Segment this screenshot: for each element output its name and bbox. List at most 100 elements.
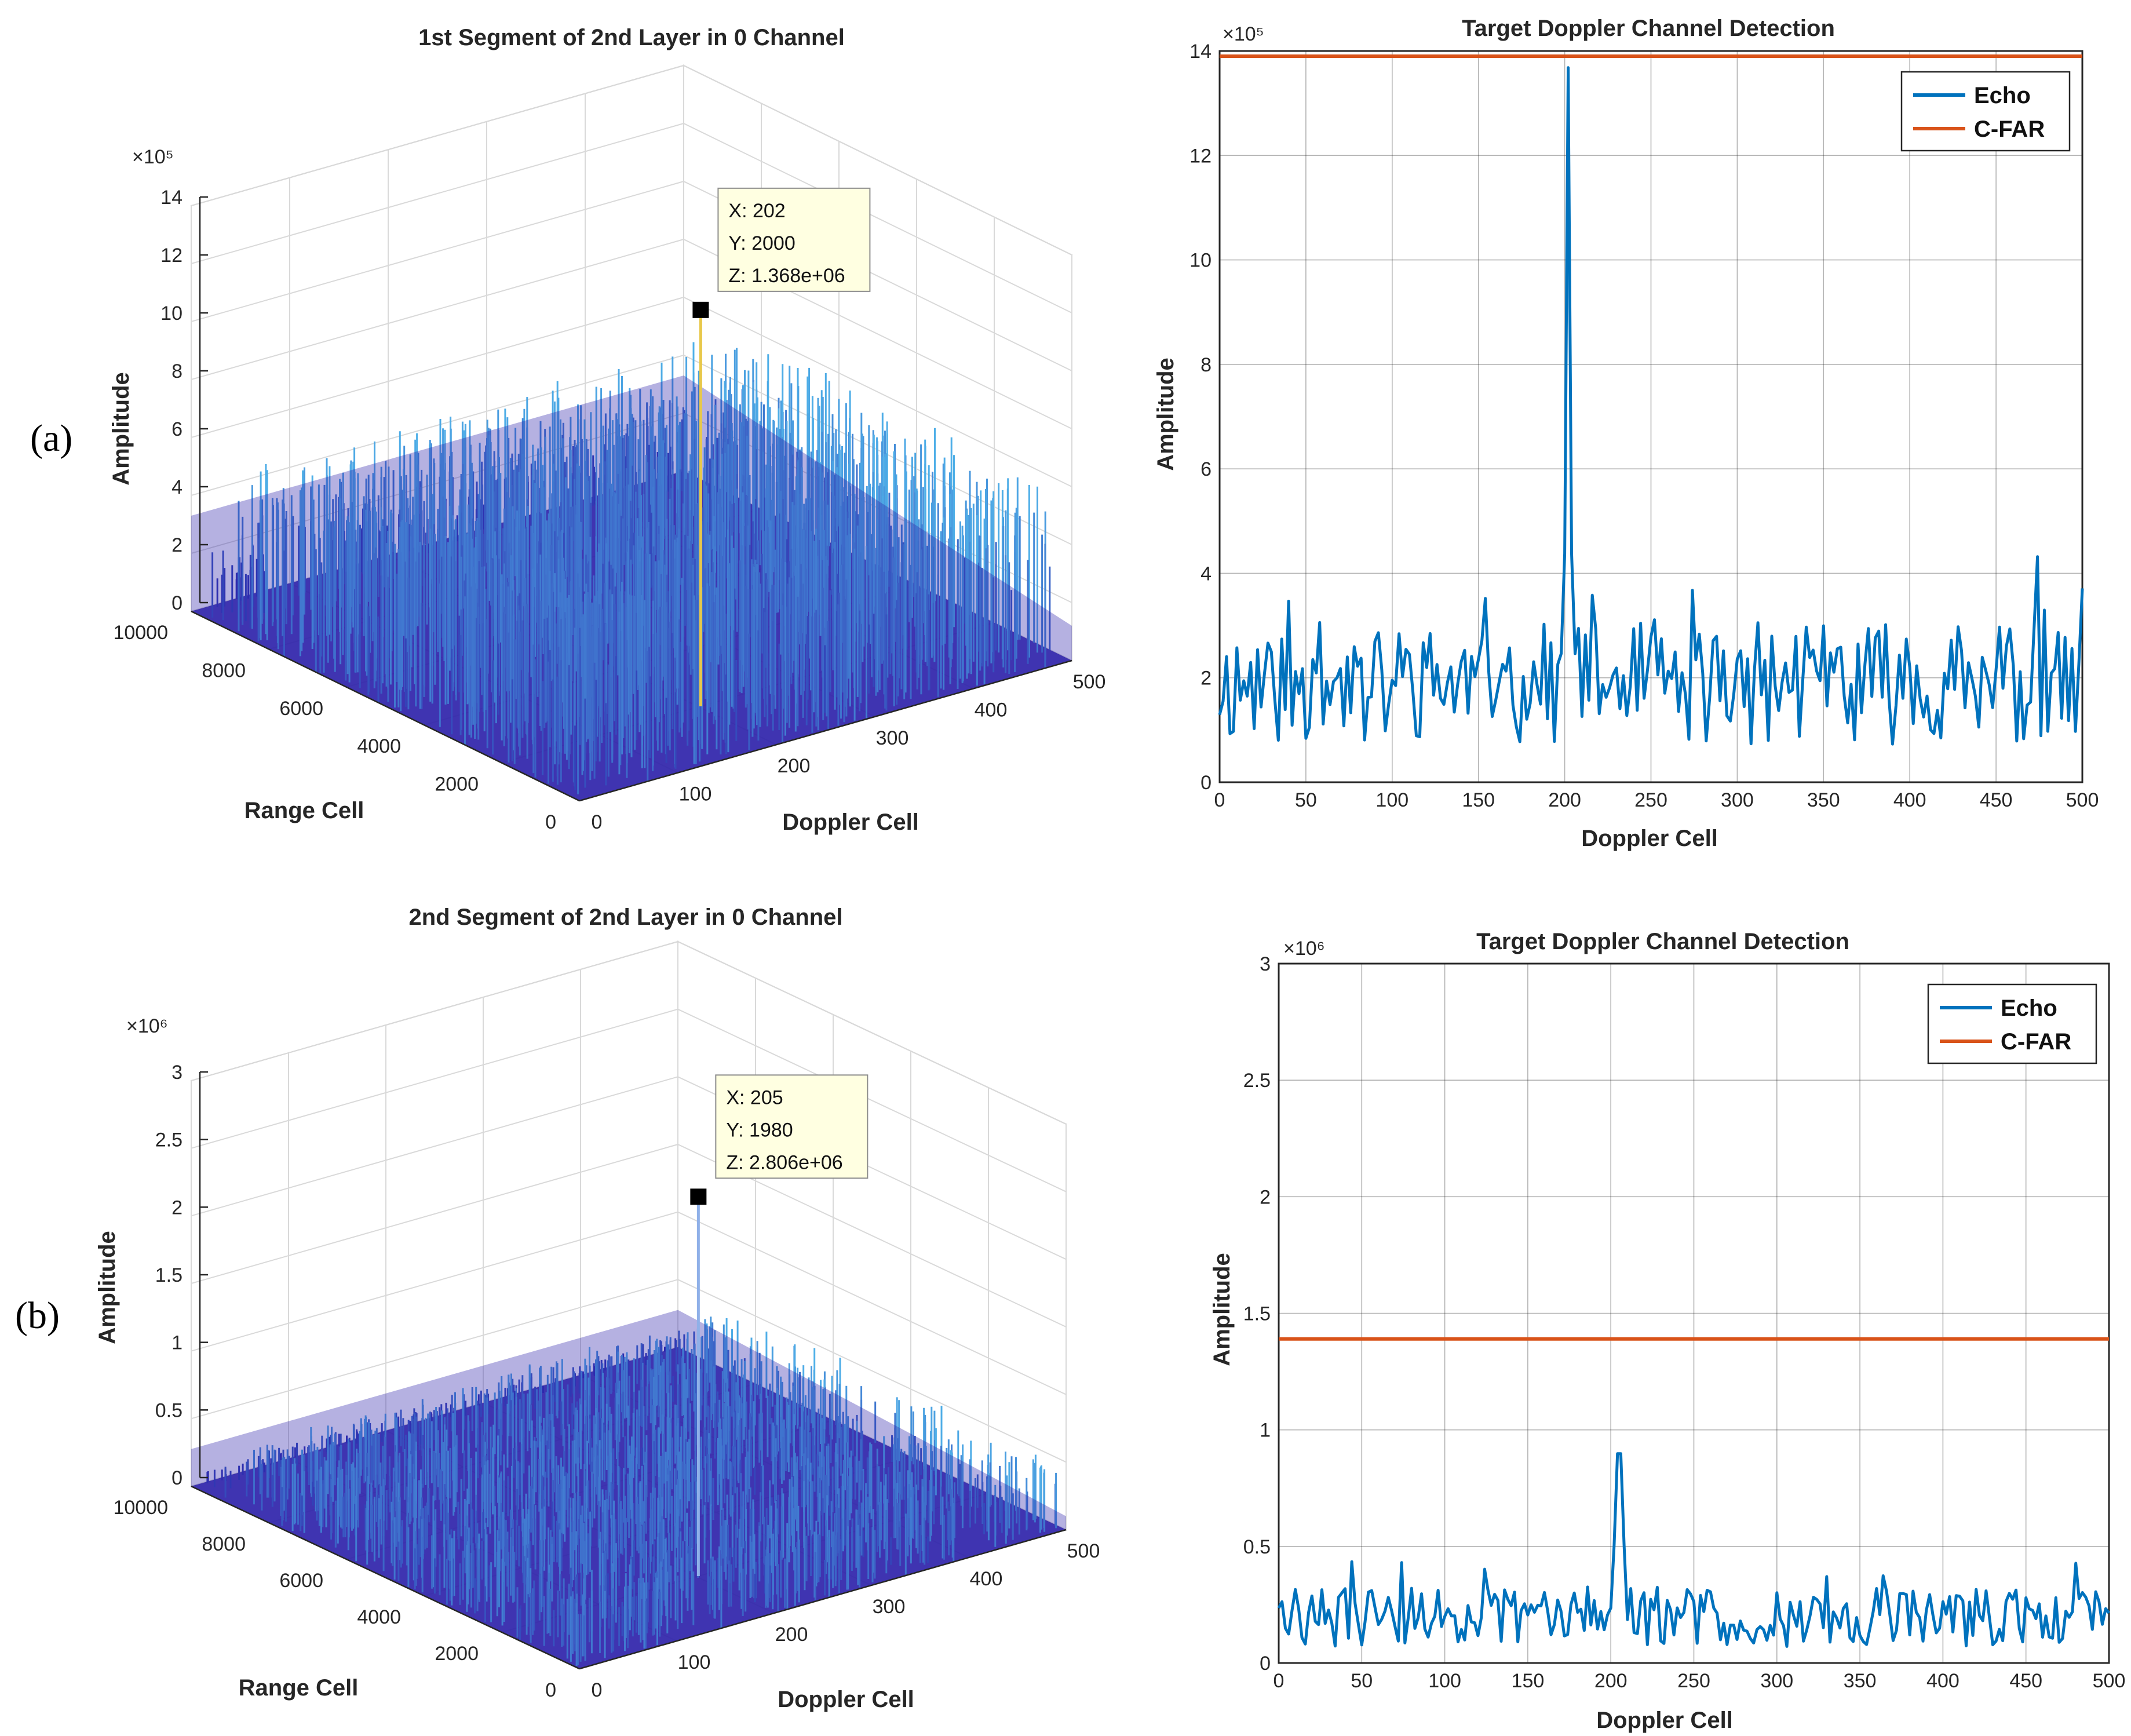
echo-series-line <box>1277 1452 2110 1648</box>
x-tick-label: 500 <box>1067 1540 1100 1562</box>
datatip-box <box>715 1074 869 1179</box>
y-tick-label: 0 <box>1260 1653 1271 1675</box>
datatip-marker <box>690 1188 707 1205</box>
x-tick-label: 400 <box>970 1568 1003 1590</box>
y-tick-label: 4000 <box>357 735 401 757</box>
legend-echo-label: Echo <box>1974 83 2031 108</box>
x-tick-label: 300 <box>876 727 909 749</box>
surface-b-xlabel: Doppler Cell <box>778 1687 914 1712</box>
z-tick-label: 4 <box>171 476 183 498</box>
y-tick-label: 8000 <box>202 1533 246 1555</box>
surface-a-zlabel: Amplitude <box>108 372 134 486</box>
surface-shade <box>191 1310 1066 1669</box>
surface-a-exponent: ×10⁵ <box>132 146 174 168</box>
x-tick-label: 0 <box>592 811 603 833</box>
z-tick-label: 6 <box>171 418 183 440</box>
surface-b-exponent: ×10⁶ <box>126 1015 168 1037</box>
y-tick-label: 2000 <box>435 1643 479 1665</box>
x-tick-label: 500 <box>1073 671 1106 693</box>
datatip-x: X: 205 <box>726 1086 783 1108</box>
x-tick-label: 300 <box>1760 1670 1793 1692</box>
y-tick-label: 0 <box>1200 772 1212 794</box>
x-tick-label: 350 <box>1844 1670 1877 1692</box>
datatip-y: Y: 2000 <box>728 232 795 254</box>
y-axis-line <box>191 1485 580 1670</box>
z-tick-label: 2.5 <box>155 1129 183 1151</box>
z-tick-label: 3 <box>171 1062 183 1084</box>
z-tick-label: 1 <box>171 1332 183 1354</box>
plot-area <box>1218 50 2083 783</box>
legend-box <box>1927 983 2097 1064</box>
y-tick-label: 0.5 <box>1243 1536 1271 1558</box>
x-tick-label: 400 <box>975 699 1008 721</box>
x-tick-label: 400 <box>1893 789 1926 811</box>
y-tick-label: 8 <box>1200 354 1212 376</box>
x-tick-label: 250 <box>1634 789 1667 811</box>
x-axis-line <box>579 659 1072 802</box>
x-tick-label: 500 <box>2093 1670 2126 1692</box>
x-tick-label: 50 <box>1351 1670 1373 1692</box>
y-tick-label: 6000 <box>279 1570 323 1592</box>
plot-area <box>1278 962 2110 1664</box>
x-tick-label: 150 <box>1462 789 1495 811</box>
x-tick-label: 100 <box>1428 1670 1461 1692</box>
x-tick-label: 100 <box>679 783 712 805</box>
z-tick-label: 12 <box>160 245 183 267</box>
x-tick-label: 250 <box>1677 1670 1710 1692</box>
line-a-xlabel: Doppler Cell <box>1581 826 1718 851</box>
line-b-title: Target Doppler Channel Detection <box>1476 929 1849 954</box>
x-tick-label: 200 <box>1548 789 1581 811</box>
line-b-exponent: ×10⁶ <box>1283 938 1325 960</box>
y-tick-label: 2.5 <box>1243 1070 1271 1092</box>
x-tick-label: 100 <box>678 1651 711 1673</box>
panel-label-a: (a) <box>30 417 72 459</box>
surface-a-ylabel: Range Cell <box>245 798 364 823</box>
line-a-exponent: ×10⁵ <box>1223 23 1264 45</box>
datatip-z: Z: 1.368e+06 <box>728 265 845 287</box>
x-tick-label: 300 <box>1721 789 1754 811</box>
y-tick-label: 2 <box>1260 1186 1271 1208</box>
z-tick-label: 0 <box>171 1467 183 1489</box>
line-a-plot: 0 50 100 150 200 250 300 350 400 450 500 0 2 4 6 8 10 12 1… <box>1189 41 2099 811</box>
x-axis-line <box>579 1529 1067 1670</box>
x-tick-label: 500 <box>2066 789 2099 811</box>
x-tick-label: 300 <box>873 1596 906 1618</box>
y-tick-label: 3 <box>1260 953 1271 975</box>
surface-a-xlabel: Doppler Cell <box>782 809 919 835</box>
datatip-x: X: 202 <box>728 200 785 222</box>
z-tick-label: 0 <box>171 592 183 614</box>
y-tick-label: 1.5 <box>1243 1303 1271 1325</box>
legend-cfar-label: C-FAR <box>2001 1029 2071 1055</box>
x-tick-label: 150 <box>1512 1670 1545 1692</box>
y-axis-line <box>191 610 580 802</box>
panel-label-b: (b) <box>15 1294 60 1337</box>
line-b-xlabel: Doppler Cell <box>1596 1708 1733 1733</box>
x-tick-label: 100 <box>1375 789 1408 811</box>
line-b-plot: 0 50 100 150 200 250 300 350 400 450 500 0 0.5 1 1.5 2 2… <box>1243 953 2126 1692</box>
datatip-y: Y: 1980 <box>726 1119 793 1141</box>
x-tick-label: 200 <box>778 755 811 777</box>
x-tick-label: 350 <box>1807 789 1840 811</box>
y-tick-label: 0 <box>545 811 556 833</box>
legend-box <box>1900 71 2071 152</box>
x-tick-label: 0 <box>1214 789 1225 811</box>
x-tick-label: 0 <box>1274 1670 1285 1692</box>
surface-b-title: 2nd Segment of 2nd Layer in 0 Channel <box>408 905 842 930</box>
legend-cfar-label: C-FAR <box>1974 116 2045 142</box>
y-tick-label: 0 <box>545 1679 556 1701</box>
surface-spikes <box>191 1310 1066 1669</box>
y-tick-label: 10000 <box>113 622 168 644</box>
line-b-ylabel: Amplitude <box>1209 1253 1235 1366</box>
datatip-box <box>717 187 871 292</box>
y-tick-label: 8000 <box>202 659 246 681</box>
surface-a-title: 1st Segment of 2nd Layer in 0 Channel <box>418 25 845 50</box>
y-tick-label: 2000 <box>435 774 479 796</box>
y-tick-label: 2 <box>1200 668 1212 690</box>
z-tick-label: 1.5 <box>155 1264 183 1286</box>
y-tick-label: 1 <box>1260 1420 1271 1442</box>
z-tick-label: 8 <box>171 360 183 382</box>
y-tick-label: 10 <box>1189 250 1212 272</box>
